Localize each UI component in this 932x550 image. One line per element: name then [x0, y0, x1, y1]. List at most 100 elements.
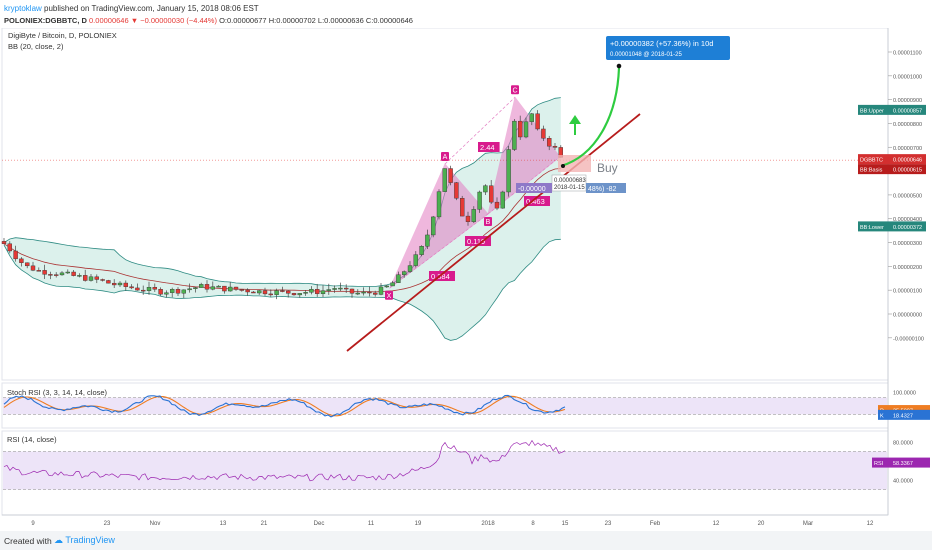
candle-body [547, 138, 552, 147]
candle-body [523, 121, 529, 138]
time-tick-label: Mar [803, 521, 813, 527]
pattern-ratio: 0.384 [429, 271, 455, 281]
bb-fill [4, 97, 561, 341]
time-tick-label: 12 [713, 521, 720, 527]
rsi-tick-label: 40.0000 [893, 479, 913, 485]
candle-body [471, 209, 476, 222]
pattern-ratio-label: 0.119 [467, 237, 485, 246]
pattern-ratio-badge [478, 142, 500, 152]
stoch-k-line [3, 394, 566, 418]
candle-body [146, 287, 152, 291]
author-link[interactable]: kryptoklaw [4, 4, 42, 13]
candle-body [25, 262, 30, 267]
candle-body [349, 288, 355, 294]
candle-body [419, 246, 424, 255]
projection-bottom-text: 0.00001048 @ 2018-01-25 [610, 52, 682, 58]
projection-curve [560, 67, 621, 168]
candle-body [135, 287, 140, 291]
bb-upper-tag-bg [858, 104, 926, 115]
candle-body [326, 289, 331, 291]
pattern-ratio-badge [524, 196, 550, 206]
time-tick-label: 20 [758, 521, 765, 527]
pattern-ratio-label: 0.463 [526, 197, 545, 206]
candle-body [309, 289, 314, 293]
time-tick-label: Nov [150, 521, 161, 527]
candle-body [42, 270, 47, 275]
pattern-ratio-badge [429, 271, 455, 281]
position-value: 0.00000683 [554, 178, 586, 184]
candle-body [483, 185, 488, 193]
bb-upper-tag-label: BB:Upper [860, 108, 884, 114]
pattern-ratio-badge [465, 236, 491, 246]
candle-body [541, 128, 546, 139]
price-axis: 0.00001100 0.00001000 0.00000900 0.00000800… [858, 51, 926, 342]
price-tick-label: 0.00001000 [893, 74, 922, 80]
candle-body [460, 198, 465, 217]
price-tick-label: 0.00000300 [893, 241, 922, 247]
pattern-point-label: B [486, 219, 491, 226]
candle-body [286, 290, 291, 294]
candle-body [54, 274, 59, 276]
candle-body [494, 201, 500, 209]
candle-body [512, 120, 517, 150]
position-stat-b [586, 183, 626, 193]
price-tick-label: 0.00000400 [893, 217, 922, 223]
bb-basis-tag-label: BB:Basis [860, 168, 883, 174]
pattern-ratio: 0.463 [524, 196, 550, 206]
pattern-ac-dash [444, 97, 516, 165]
legend-indicator: BB (20, close, 2) [8, 42, 64, 51]
cloud-icon: ☁ [54, 535, 63, 545]
bb-upper-line [3, 97, 561, 287]
pattern-ratio-label: 2.44 [480, 143, 495, 152]
candle-body [71, 271, 76, 276]
bb-upper-tag: BB:Upper 0.00000857 [858, 104, 926, 115]
candle-body [344, 287, 349, 290]
candle-body [216, 285, 221, 288]
candle-body [123, 282, 129, 287]
time-tick-label: 8 [531, 521, 535, 527]
candle-body [48, 274, 53, 276]
candle-body [82, 275, 88, 281]
legend-title: DigiByte / Bitcoin, D, POLONIEX [8, 31, 117, 40]
candle-body [193, 287, 198, 289]
buy-position[interactable]: Buy 0.00000683 2018-01-15 -0.00000 48%) … [516, 155, 626, 193]
rsi-tick-label: 80.0000 [893, 441, 913, 447]
footer-bar: Created with ☁ TradingView [0, 531, 932, 550]
projection-callout[interactable]: +0.00000382 (+57.36%) in 10d 0.00001048 … [606, 36, 730, 60]
candle-body [529, 113, 534, 122]
candle-body [291, 293, 297, 296]
stoch-k-tag: K 18.4327 [878, 409, 930, 420]
candle-body [129, 286, 134, 289]
rsi-tag: RSI 58.3367 [872, 457, 930, 468]
stoch-k-tag-bg [878, 409, 930, 420]
candle-body [396, 274, 401, 283]
position-stat-a [516, 183, 552, 193]
last-price-tag-bg [858, 154, 926, 165]
candle-body [315, 289, 320, 294]
rsi-plot: 80.0000 40.0000 RSI 58.3367 [3, 439, 930, 490]
published-text: published on TradingView.com, January 15… [44, 4, 259, 13]
time-tick-label: 9 [31, 521, 35, 527]
candle-body [448, 168, 453, 183]
tradingview-logo[interactable]: ☁ TradingView [54, 535, 115, 546]
projection-top-text: +0.00000382 (+57.36%) in 10d [610, 39, 713, 48]
candle-body [36, 270, 41, 272]
candle-body [169, 289, 175, 293]
candle-body [262, 290, 268, 295]
candle-body [454, 182, 459, 199]
position-text2: 48%) -82 [588, 186, 617, 193]
pattern-point-b: B [484, 216, 492, 226]
position-date: 2018-01-15 [554, 185, 585, 191]
pattern-point-badge [484, 216, 492, 226]
candle-body [239, 289, 245, 291]
candle-body [111, 282, 117, 286]
candle-body [88, 276, 94, 281]
time-tick-label: 23 [605, 521, 612, 527]
stoch-k-tag-letter: K [880, 413, 884, 419]
candle-body [535, 113, 540, 130]
candle-body [152, 287, 158, 290]
stoch-title: Stoch RSI (3, 3, 14, 14, close) [7, 388, 108, 397]
candle-body [506, 149, 511, 193]
time-tick-label: Feb [650, 521, 661, 527]
